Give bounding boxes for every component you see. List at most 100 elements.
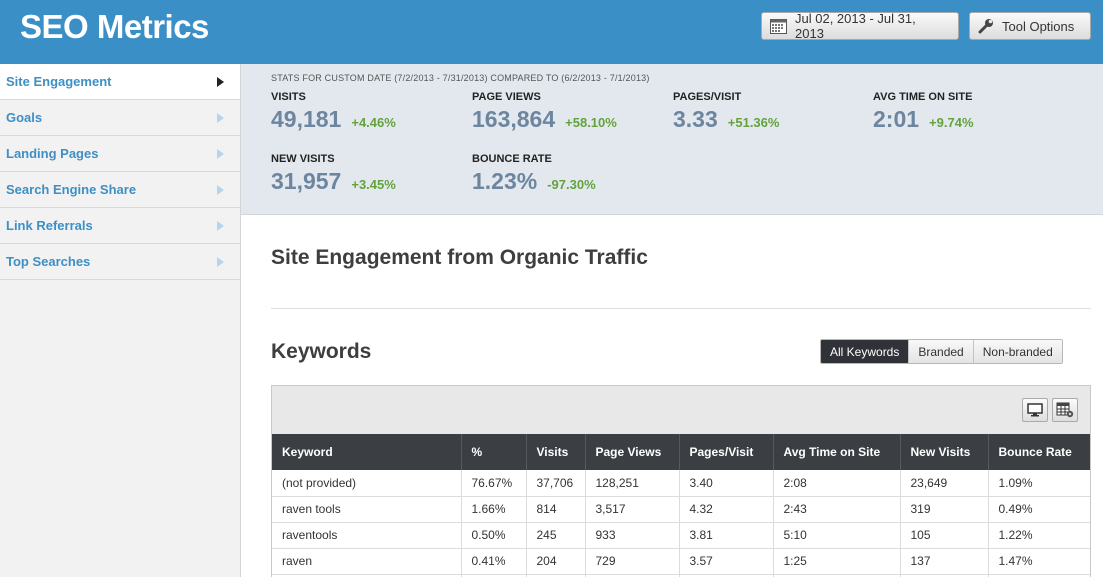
section-title: Site Engagement from Organic Traffic	[271, 246, 648, 269]
stat-value: 49,181	[271, 106, 342, 132]
cell-percent: 76.67%	[461, 470, 527, 497]
stat-change: +4.46%	[351, 115, 396, 130]
chevron-right-icon	[217, 148, 224, 159]
display-view-button[interactable]	[1022, 398, 1048, 422]
sidebar-item-goals[interactable]: Goals	[0, 100, 240, 136]
column-header-percent[interactable]: %	[461, 434, 527, 470]
wrench-icon	[978, 19, 993, 34]
stat-label: BOUNCE RATE	[472, 153, 552, 165]
cell-keyword: raven	[272, 548, 462, 575]
tool-options-button[interactable]: Tool Options	[969, 12, 1091, 40]
date-range-label: Jul 02, 2013 - Jul 31, 2013	[795, 11, 916, 41]
sidebar-item-site-engagement[interactable]: Site Engagement	[0, 64, 240, 100]
stat-avg-time: AVG TIME ON SITE 2:01 +9.74%	[873, 91, 974, 133]
cell-page-views: 3,517	[585, 496, 680, 523]
chevron-right-icon	[217, 256, 224, 267]
cell-keyword: (not provided)	[272, 470, 462, 497]
cell-pages-visit: 4.32	[679, 496, 774, 523]
stat-value: 3.33	[673, 106, 718, 132]
stat-value: 163,864	[472, 106, 556, 132]
stat-label: VISITS	[271, 91, 306, 103]
stat-label: PAGES/VISIT	[673, 91, 742, 103]
divider	[271, 308, 1091, 309]
stat-label: AVG TIME ON SITE	[873, 91, 973, 103]
table-settings-button[interactable]	[1052, 398, 1078, 422]
date-range-button[interactable]: Jul 02, 2013 - Jul 31, 2013	[761, 11, 959, 41]
cell-keyword: raventools	[272, 522, 462, 549]
column-header-pages-visit[interactable]: Pages/Visit	[679, 434, 774, 470]
table-row	[272, 574, 1090, 577]
keywords-table-panel: Keyword % Visits Page Views Pages/Visit …	[271, 385, 1091, 577]
column-header-page-views[interactable]: Page Views	[585, 434, 680, 470]
filter-non-branded-button[interactable]: Non-branded	[972, 340, 1062, 363]
table-toolbar	[272, 386, 1090, 434]
column-header-new-visits[interactable]: New Visits	[900, 434, 989, 470]
stat-label: PAGE VIEWS	[472, 91, 541, 103]
cell-percent: 0.50%	[461, 522, 527, 549]
stat-change: +58.10%	[565, 115, 617, 130]
cell-avg-time: 2:08	[773, 470, 901, 497]
cell-new-visits: 319	[900, 496, 989, 523]
filter-branded-button[interactable]: Branded	[908, 340, 973, 363]
stat-bounce-rate: BOUNCE RATE 1.23% -97.30%	[472, 153, 596, 195]
stat-value: 31,957	[271, 168, 342, 194]
column-header-keyword[interactable]: Keyword	[272, 434, 462, 470]
column-header-avg-time[interactable]: Avg Time on Site	[773, 434, 901, 470]
cell-page-views: 729	[585, 548, 680, 575]
stats-caption: STATS FOR CUSTOM DATE (7/2/2013 - 7/31/2…	[271, 73, 650, 83]
table-row: (not provided) 76.67% 37,706 128,251 3.4…	[272, 470, 1090, 497]
calendar-icon	[770, 18, 787, 34]
stat-change: -97.30%	[547, 177, 596, 192]
cell-keyword: raven tools	[272, 496, 462, 523]
chevron-right-icon	[217, 76, 224, 87]
cell-bounce-rate: 0.49%	[988, 496, 1090, 523]
cell-visits: 37,706	[526, 470, 586, 497]
column-header-visits[interactable]: Visits	[526, 434, 586, 470]
sidebar-item-label: Search Engine Share	[6, 182, 137, 197]
chevron-right-icon	[217, 112, 224, 123]
cell-percent: 1.66%	[461, 496, 527, 523]
sidebar: Site Engagement Goals Landing Pages Sear…	[0, 64, 241, 577]
cell-visits: 245	[526, 522, 586, 549]
cell-avg-time: 5:10	[773, 522, 901, 549]
app-title: SEO Metrics	[20, 8, 209, 45]
keywords-table: Keyword % Visits Page Views Pages/Visit …	[272, 434, 1090, 577]
cell-new-visits: 105	[900, 522, 989, 549]
cell-new-visits: 137	[900, 548, 989, 575]
table-row: raven tools 1.66% 814 3,517 4.32 2:43 31…	[272, 496, 1090, 523]
stats-panel: STATS FOR CUSTOM DATE (7/2/2013 - 7/31/2…	[241, 64, 1103, 215]
cell-pages-visit: 3.40	[679, 470, 774, 497]
cell-page-views: 128,251	[585, 470, 680, 497]
stat-change: +51.36%	[727, 115, 780, 130]
stat-pages-visit: PAGES/VISIT 3.33 +51.36%	[673, 91, 779, 133]
stat-label: NEW VISITS	[271, 153, 335, 165]
filter-all-keywords-button[interactable]: All Keywords	[821, 340, 909, 363]
table-row: raventools 0.50% 245 933 3.81 5:10 105 1…	[272, 522, 1090, 549]
keywords-title: Keywords	[271, 340, 372, 363]
cell-bounce-rate: 1.22%	[988, 522, 1090, 549]
stat-value: 2:01	[873, 106, 920, 132]
cell-page-views: 933	[585, 522, 680, 549]
sidebar-item-top-searches[interactable]: Top Searches	[0, 244, 240, 280]
sidebar-item-label: Site Engagement	[6, 74, 112, 89]
sidebar-item-landing-pages[interactable]: Landing Pages	[0, 136, 240, 172]
stat-change: +9.74%	[929, 115, 974, 130]
monitor-icon	[1027, 403, 1043, 417]
tool-options-label: Tool Options	[1002, 18, 1075, 34]
sidebar-item-label: Landing Pages	[6, 146, 99, 161]
stat-visits: VISITS 49,181 +4.46%	[271, 91, 396, 133]
sidebar-item-label: Link Referrals	[6, 218, 93, 233]
table-row: raven 0.41% 204 729 3.57 1:25 137 1.47%	[272, 548, 1090, 575]
sidebar-item-link-referrals[interactable]: Link Referrals	[0, 208, 240, 244]
column-header-bounce-rate[interactable]: Bounce Rate	[988, 434, 1090, 470]
sidebar-item-search-engine-share[interactable]: Search Engine Share	[0, 172, 240, 208]
stat-value: 1.23%	[472, 168, 538, 194]
table-header-row: Keyword % Visits Page Views Pages/Visit …	[272, 434, 1090, 470]
table-settings-icon	[1056, 402, 1074, 418]
cell-bounce-rate: 1.09%	[988, 470, 1090, 497]
chevron-right-icon	[217, 184, 224, 195]
keyword-filter: All Keywords Branded Non-branded	[820, 339, 1063, 364]
app-header: SEO Metrics Jul 02, 2013 - Jul 31, 2013 …	[0, 0, 1103, 64]
cell-percent: 0.41%	[461, 548, 527, 575]
stat-change: +3.45%	[351, 177, 396, 192]
